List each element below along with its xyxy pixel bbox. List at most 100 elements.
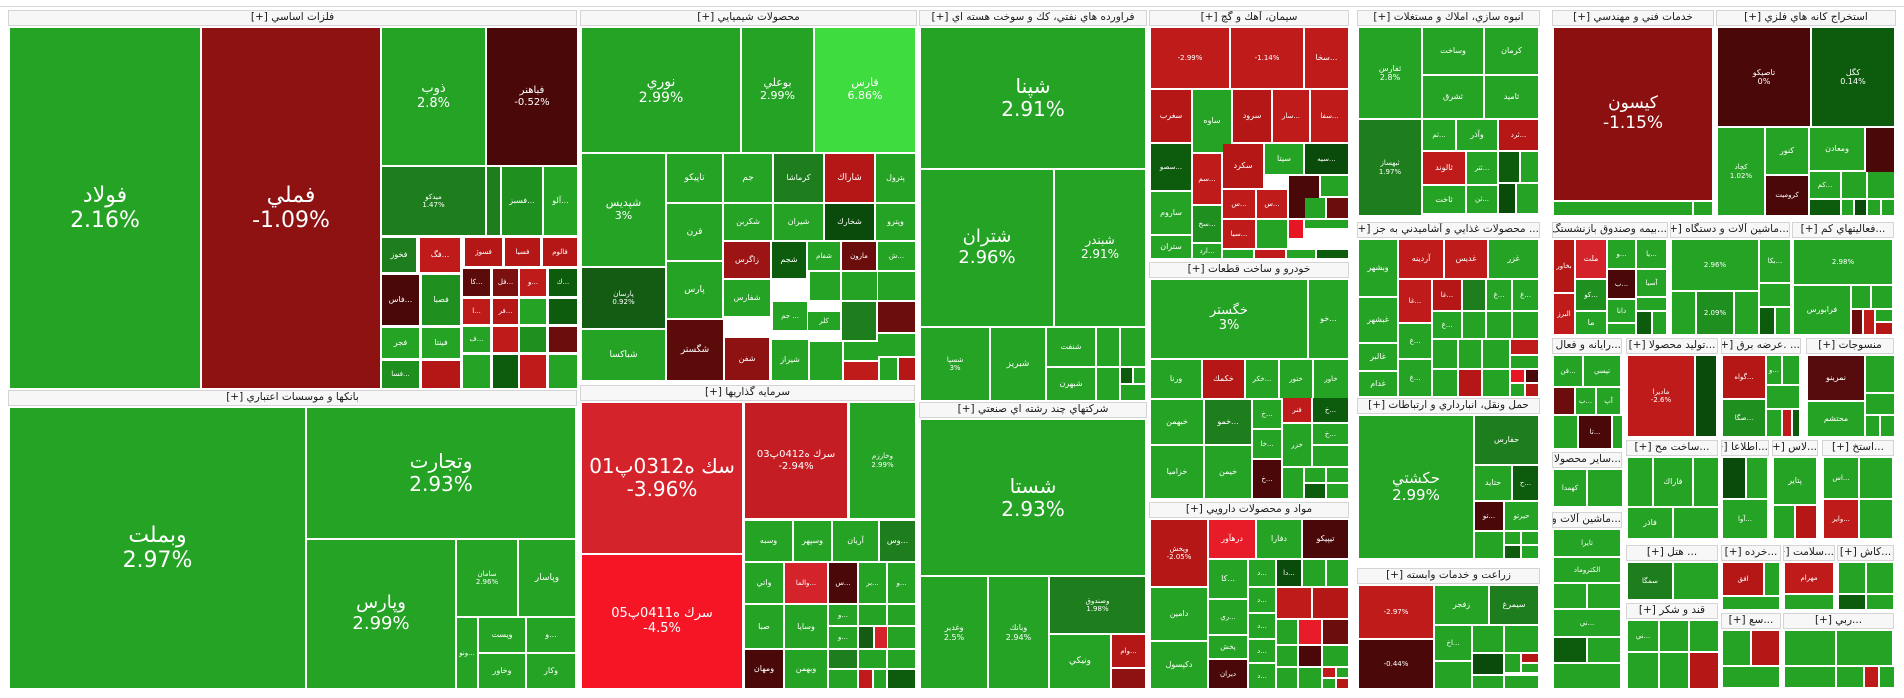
stock-tile[interactable]: صبا bbox=[745, 605, 783, 648]
stock-tile[interactable]: كلر bbox=[808, 312, 840, 330]
stock-tile[interactable]: سرك ه0411پ05 -4.5% bbox=[582, 555, 742, 688]
stock-tile-small[interactable] bbox=[493, 327, 518, 352]
stock-tile-small[interactable] bbox=[1459, 340, 1481, 368]
sector-header-industrial-misc[interactable]: ...سع [+] bbox=[1721, 613, 1781, 629]
stock-tile[interactable]: ...والما bbox=[785, 563, 827, 603]
stock-tile-small[interactable] bbox=[1637, 298, 1666, 310]
stock-tile[interactable]: ...و bbox=[888, 563, 915, 603]
stock-tile[interactable]: ما bbox=[1576, 312, 1606, 334]
stock-tile[interactable]: ...ثن bbox=[1467, 186, 1497, 213]
stock-tile[interactable]: ...اس bbox=[1824, 458, 1858, 498]
stock-tile-small[interactable] bbox=[1867, 595, 1893, 609]
stock-tile[interactable]: پارس bbox=[667, 262, 722, 318]
stock-tile-small[interactable] bbox=[1305, 484, 1325, 498]
stock-tile-small[interactable] bbox=[1299, 668, 1321, 688]
stock-tile[interactable]: كهمدا bbox=[1554, 470, 1586, 506]
stock-tile[interactable]: ويست bbox=[479, 618, 525, 652]
stock-tile[interactable]: الكتروماد bbox=[1554, 558, 1620, 582]
stock-tile[interactable]: كيسون -1.15% bbox=[1554, 28, 1712, 200]
stock-tile-small[interactable] bbox=[878, 302, 915, 332]
stock-tile[interactable]: جم bbox=[724, 154, 772, 202]
stock-tile-small[interactable] bbox=[1459, 370, 1481, 396]
stock-tile[interactable]: ذوب 2.8% bbox=[382, 28, 485, 165]
stock-tile[interactable]: تاپيكو bbox=[667, 154, 722, 202]
stock-tile-small[interactable] bbox=[1588, 584, 1620, 608]
stock-tile[interactable]: فصبا bbox=[422, 275, 460, 325]
stock-tile[interactable]: ...ني bbox=[1554, 610, 1620, 636]
stock-tile-small[interactable] bbox=[1305, 198, 1325, 218]
stock-tile-small[interactable] bbox=[1517, 184, 1538, 213]
stock-tile[interactable]: ...سيا bbox=[1223, 220, 1255, 248]
stock-tile-small[interactable] bbox=[1837, 631, 1892, 665]
stock-tile[interactable]: ثفارس 2.8% bbox=[1359, 28, 1421, 118]
stock-tile[interactable]: وسايا bbox=[785, 605, 827, 648]
stock-tile[interactable]: ديران bbox=[1209, 660, 1247, 688]
stock-tile-small[interactable] bbox=[520, 299, 546, 324]
sector-header-banks[interactable]: بانكها و موسسات اعتباري [+] bbox=[8, 390, 577, 406]
stock-tile[interactable]: وآذر bbox=[1457, 120, 1497, 150]
stock-tile-small[interactable] bbox=[1323, 679, 1335, 688]
stock-tile-small[interactable] bbox=[1554, 388, 1574, 414]
stock-tile-small[interactable] bbox=[1588, 470, 1622, 506]
stock-tile-small[interactable]: -2.99% bbox=[1151, 28, 1229, 88]
stock-tile-small[interactable] bbox=[1860, 458, 1892, 498]
stock-tile[interactable]: ...اخ bbox=[1435, 626, 1471, 660]
stock-tile-small[interactable] bbox=[1473, 654, 1503, 674]
stock-tile[interactable]: ...ثم bbox=[1423, 120, 1455, 150]
stock-tile-small[interactable] bbox=[1723, 631, 1750, 665]
stock-tile[interactable]: ...ك bbox=[549, 269, 577, 296]
stock-tile-small[interactable] bbox=[1839, 563, 1865, 593]
stock-tile[interactable]: ...كا bbox=[463, 269, 490, 296]
stock-tile[interactable]: وپخش -2.05% bbox=[1151, 520, 1207, 586]
stock-tile[interactable]: واتي bbox=[745, 563, 783, 603]
stock-tile[interactable]: سامان 2.96% bbox=[457, 540, 517, 616]
stock-tile[interactable]: تايرا bbox=[1554, 530, 1620, 556]
sector-header-sugar[interactable]: قند و شكر [+] bbox=[1626, 603, 1718, 619]
stock-tile[interactable]: پخش bbox=[1209, 636, 1247, 658]
stock-tile[interactable]: شفارس bbox=[724, 280, 770, 316]
stock-tile[interactable]: سغرب bbox=[1151, 90, 1191, 142]
stock-tile-small[interactable] bbox=[1522, 654, 1538, 662]
stock-tile-small[interactable] bbox=[842, 272, 877, 300]
sector-header-transport[interactable]: حمل ونقل، انبارداري و ارتباطات [+] bbox=[1357, 398, 1540, 414]
stock-tile-small[interactable] bbox=[1505, 532, 1520, 544]
stock-tile-small[interactable] bbox=[842, 302, 876, 340]
stock-tile[interactable]: فاذر bbox=[1628, 508, 1672, 538]
stock-tile-small[interactable] bbox=[1793, 410, 1799, 436]
stock-tile[interactable]: بخاور bbox=[1554, 240, 1574, 292]
sector-header-textiles[interactable]: منسوجات [+] bbox=[1806, 338, 1894, 354]
stock-tile[interactable]: شسپا 3% bbox=[921, 328, 989, 400]
stock-tile-small[interactable] bbox=[1810, 200, 1840, 215]
stock-tile[interactable]: فخوز bbox=[382, 238, 416, 272]
stock-tile[interactable]: وبشهر bbox=[1359, 240, 1397, 296]
sector-header-metal-mining[interactable]: استخراج كانه هاي فلزي [+] bbox=[1716, 10, 1896, 26]
stock-tile-small[interactable] bbox=[1672, 292, 1695, 334]
stock-tile-small[interactable] bbox=[1876, 310, 1892, 321]
stock-tile[interactable]: وسبه bbox=[745, 521, 792, 561]
stock-tile-small[interactable] bbox=[1872, 286, 1892, 308]
stock-tile-small[interactable] bbox=[1855, 200, 1866, 215]
stock-tile[interactable]: سيمرغ bbox=[1490, 586, 1538, 624]
stock-tile-small[interactable] bbox=[1511, 384, 1524, 396]
stock-tile[interactable]: وكار bbox=[527, 654, 575, 688]
stock-tile[interactable]: وتجارت 2.93% bbox=[307, 408, 575, 538]
stock-tile[interactable]: ...ثرد bbox=[1499, 120, 1538, 150]
stock-tile-small[interactable] bbox=[1774, 506, 1794, 538]
stock-tile[interactable]: تيپيكو bbox=[1303, 520, 1348, 558]
stock-tile[interactable]: كرمان bbox=[1485, 28, 1538, 74]
stock-tile[interactable]: ...فل bbox=[493, 269, 518, 296]
stock-tile-small[interactable] bbox=[1323, 668, 1335, 677]
stock-tile[interactable]: ...صگا bbox=[1723, 400, 1765, 436]
stock-tile[interactable]: فرابورس bbox=[1794, 286, 1850, 334]
stock-tile-small[interactable] bbox=[888, 627, 915, 648]
stock-tile-small[interactable] bbox=[1323, 620, 1348, 644]
stock-tile[interactable]: ...خكر bbox=[1246, 360, 1278, 398]
stock-tile-small[interactable] bbox=[1483, 370, 1509, 396]
stock-tile-small[interactable] bbox=[520, 327, 546, 352]
stock-tile-small[interactable] bbox=[899, 358, 915, 380]
stock-tile-small[interactable] bbox=[1868, 200, 1880, 215]
stock-tile-small[interactable] bbox=[1852, 310, 1862, 334]
stock-tile-small[interactable] bbox=[1433, 370, 1457, 396]
stock-tile-small[interactable] bbox=[1866, 356, 1894, 392]
stock-tile-small[interactable] bbox=[1299, 646, 1321, 666]
